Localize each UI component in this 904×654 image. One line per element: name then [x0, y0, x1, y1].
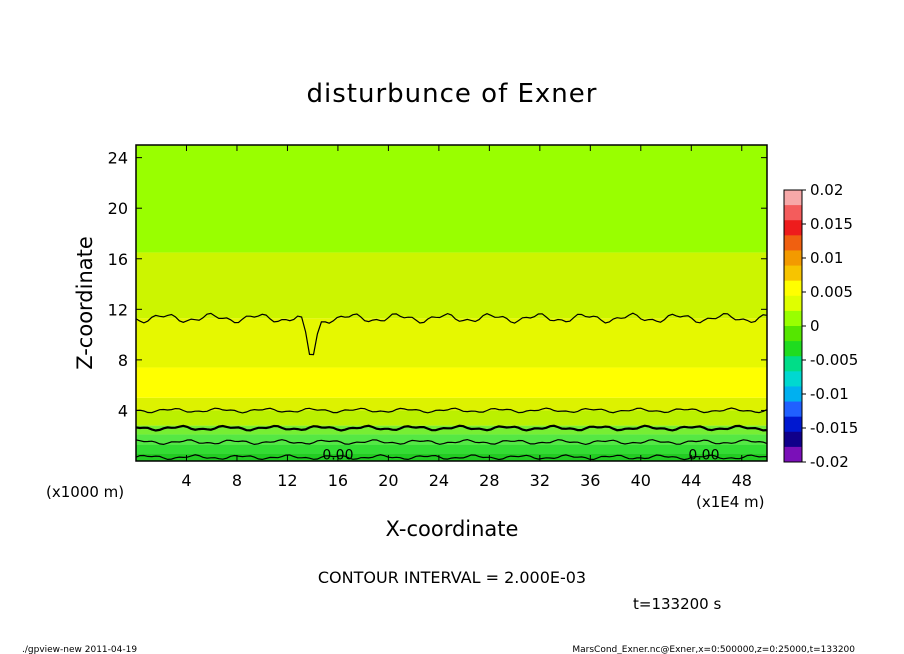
- colorbar-cell-9: [784, 326, 802, 342]
- y-tick-label-4: 20: [108, 199, 128, 218]
- colorbar: 0.02 0.015 0.01 0.005 0 -0.005 -0.01 -0.015 -0.0…: [783, 181, 858, 471]
- x-unit-note: (x1E4 m): [696, 493, 765, 511]
- plot-frame: [135, 144, 768, 462]
- y-tick-label-5: 24: [108, 149, 128, 168]
- x-tick-label-1: 8: [232, 471, 242, 490]
- contour-label-1: 0.00: [688, 448, 719, 464]
- contour-band-8: [136, 252, 767, 319]
- filled-contour-bands: [136, 145, 767, 461]
- colorbar-cell-4: [784, 250, 802, 267]
- colorbar-cell-12: [784, 371, 802, 387]
- x-tick-label-8: 36: [580, 471, 600, 490]
- contour-line-1: [135, 438, 768, 446]
- contour-line-3: [135, 407, 768, 414]
- contour-line-2: [135, 424, 768, 432]
- x-tick-label-0: 4: [181, 471, 191, 490]
- y-tick-label-0: 4: [118, 401, 128, 420]
- x-axis-label: X-coordinate: [386, 517, 519, 541]
- colorbar-label-7: -0.015: [810, 419, 858, 437]
- colorbar-cell-10: [784, 341, 802, 357]
- contour-lines: [135, 312, 768, 461]
- bottom-left-text: ./gpview-new 2011-04-19: [22, 645, 137, 654]
- colorbar-cell-17: [784, 446, 802, 463]
- x-tick-label-6: 28: [479, 471, 499, 490]
- bottom-right-text: MarsCond_Exner.nc@Exner,x=0:500000,z=0:2…: [572, 645, 855, 654]
- colorbar-label-0: 0.02: [810, 181, 843, 199]
- contour-band-2: [136, 434, 767, 445]
- y-axis-ticks: 4 8 12 16 20 24: [108, 149, 767, 420]
- x-tick-label-4: 20: [378, 471, 398, 490]
- colorbar-label-8: -0.02: [810, 453, 849, 471]
- contour-band-3: [136, 425, 767, 435]
- contour-line-4: [135, 312, 768, 356]
- colorbar-cell-7: [784, 295, 802, 312]
- colorbar-cell-2: [784, 220, 802, 236]
- colorbar-label-5: -0.005: [810, 351, 858, 369]
- x-axis-ticks: 4 8 12 16 20 24 28 32 36 40 44 48: [181, 145, 752, 490]
- y-tick-label-2: 12: [108, 300, 128, 319]
- y-axis-label: Z-coordinate: [73, 236, 97, 370]
- contour-band-0: [136, 453, 767, 461]
- y-tick-label-1: 8: [118, 351, 128, 370]
- x-tick-label-2: 12: [277, 471, 297, 490]
- x-tick-label-9: 40: [631, 471, 651, 490]
- colorbar-label-1: 0.015: [810, 215, 853, 233]
- colorbar-cell-16: [784, 431, 802, 448]
- contour-band-9: [136, 145, 767, 253]
- colorbar-label-4: 0: [810, 317, 820, 335]
- colorbar-cell-0: [784, 190, 802, 206]
- x-tick-label-7: 32: [530, 471, 550, 490]
- colorbar-cell-5: [784, 265, 802, 282]
- colorbar-cell-15: [784, 416, 802, 433]
- colorbar-label-6: -0.01: [810, 385, 849, 403]
- colorbar-labels: 0.02 0.015 0.01 0.005 0 -0.005 -0.01 -0.015 -0.0…: [802, 181, 858, 471]
- contour-band-6: [136, 367, 767, 398]
- colorbar-label-3: 0.005: [810, 283, 853, 301]
- contour-interval-text: CONTOUR INTERVAL = 2.000E-03: [318, 568, 586, 587]
- y-tick-label-3: 16: [108, 250, 128, 269]
- x-tick-label-3: 16: [328, 471, 348, 490]
- y-unit-note: (x1000 m): [46, 483, 124, 501]
- colorbar-cell-11: [784, 356, 802, 372]
- plot-area: 0.00 0.00 4 8 12 16 20 24 28 32 36 40 44 48 48121620…: [108, 144, 768, 490]
- colorbar-cell-6: [784, 280, 802, 297]
- colorbar-cell-13: [784, 386, 802, 403]
- colorbar-cell-8: [784, 310, 802, 327]
- time-text: t=133200 s: [633, 595, 721, 613]
- contour-band-7: [136, 318, 767, 368]
- contour-band-5: [136, 397, 767, 411]
- colorbar-cell-1: [784, 205, 802, 221]
- colorbar-label-2: 0.01: [810, 249, 843, 267]
- colorbar-cell-3: [784, 235, 802, 251]
- contour-band-1: [136, 444, 767, 454]
- x-tick-label-10: 44: [681, 471, 701, 490]
- colorbar-cell-14: [784, 401, 802, 418]
- chart-title: disturbunce of Exner: [307, 79, 598, 109]
- contour-band-4: [136, 410, 767, 426]
- contour-line-0: [135, 454, 768, 461]
- x-tick-label-5: 24: [429, 471, 449, 490]
- x-tick-label-11: 48: [732, 471, 752, 490]
